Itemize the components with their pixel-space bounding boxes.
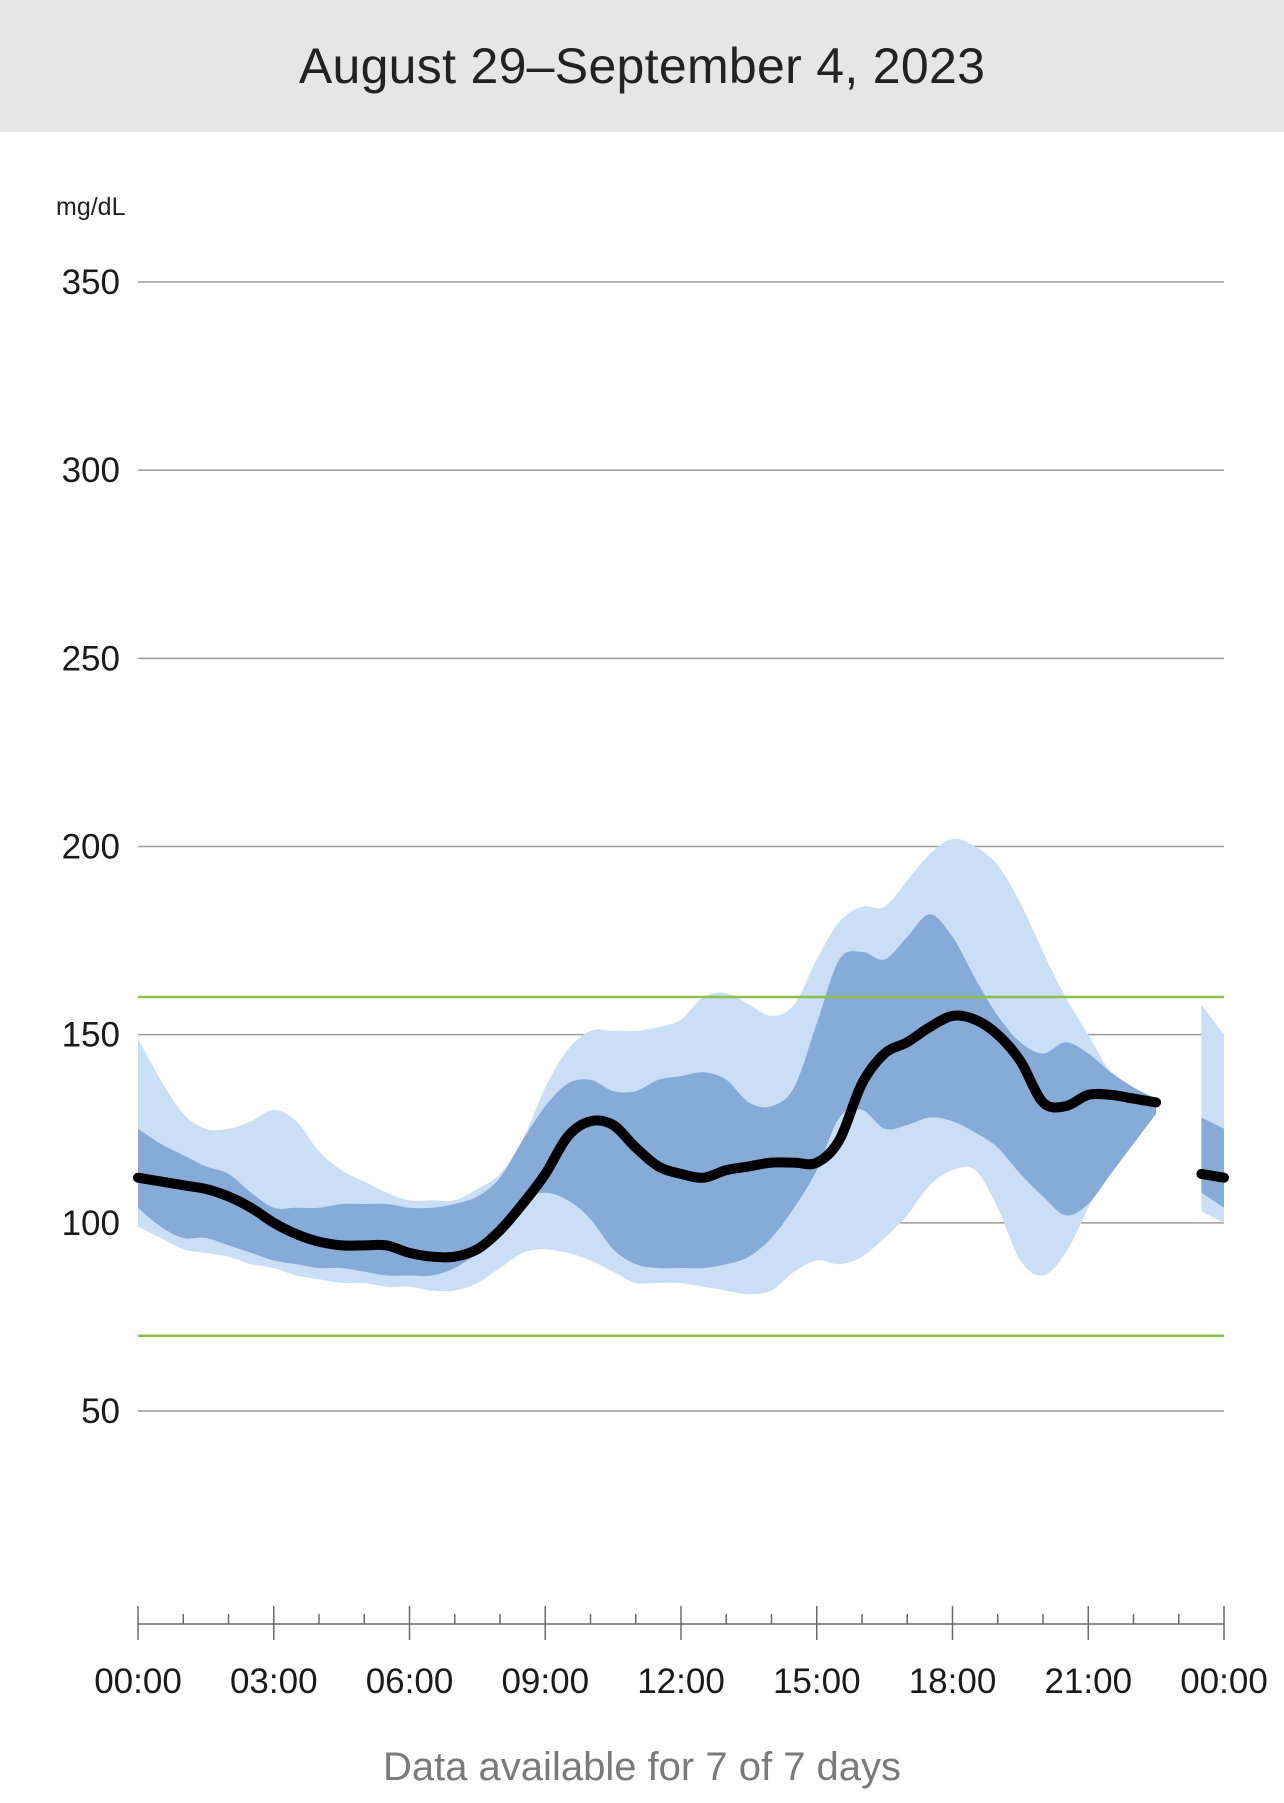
x-tick-label-3: 09:00: [501, 1662, 589, 1701]
band-25-75-tail: [1201, 1117, 1224, 1208]
y-tick-label-200: 200: [62, 828, 120, 867]
y-axis-unit-label: mg/dL: [56, 193, 126, 221]
data-availability-note: Data available for 7 of 7 days: [382, 1745, 902, 1789]
target-range-lines: [138, 995, 1224, 1337]
median-line-tail: [1196, 1168, 1229, 1183]
glucose-profile-chart: 50 100 150 200 250 300 350 00:00 03:00 06:00 09:0…: [56, 193, 1268, 1701]
x-tick-label-0: 00:00: [94, 1662, 182, 1701]
x-tick-label-4: 12:00: [637, 1662, 725, 1701]
x-tick-label-2: 06:00: [366, 1662, 454, 1701]
y-tick-label-100: 100: [62, 1204, 120, 1243]
band-25-75: [138, 914, 1157, 1277]
y-tick-label-350: 350: [62, 263, 120, 302]
median-line: [133, 1010, 1162, 1263]
median-line-group: [133, 1010, 1229, 1263]
y-tick-label-150: 150: [62, 1016, 120, 1055]
x-tick-label-5: 15:00: [773, 1662, 861, 1701]
x-tick-label-8: 00:00: [1180, 1662, 1268, 1701]
y-tick-label-250: 250: [62, 639, 120, 678]
y-tick-label-300: 300: [62, 451, 120, 490]
gridlines: 50 100 150 200 250 300 350: [62, 263, 1224, 1431]
x-axis: 00:00 03:00 06:00 09:00 12:00 15:00 18:00 21:00…: [94, 1606, 1268, 1701]
x-tick-label-7: 21:00: [1044, 1662, 1132, 1701]
percentile-bands: [138, 838, 1224, 1295]
y-tick-label-50: 50: [81, 1392, 120, 1431]
date-range-title: August 29–September 4, 2023: [298, 38, 986, 94]
x-tick-label-6: 18:00: [909, 1662, 997, 1701]
date-range-header: August 29–September 4, 2023: [0, 0, 1284, 132]
x-tick-label-1: 03:00: [230, 1662, 318, 1701]
